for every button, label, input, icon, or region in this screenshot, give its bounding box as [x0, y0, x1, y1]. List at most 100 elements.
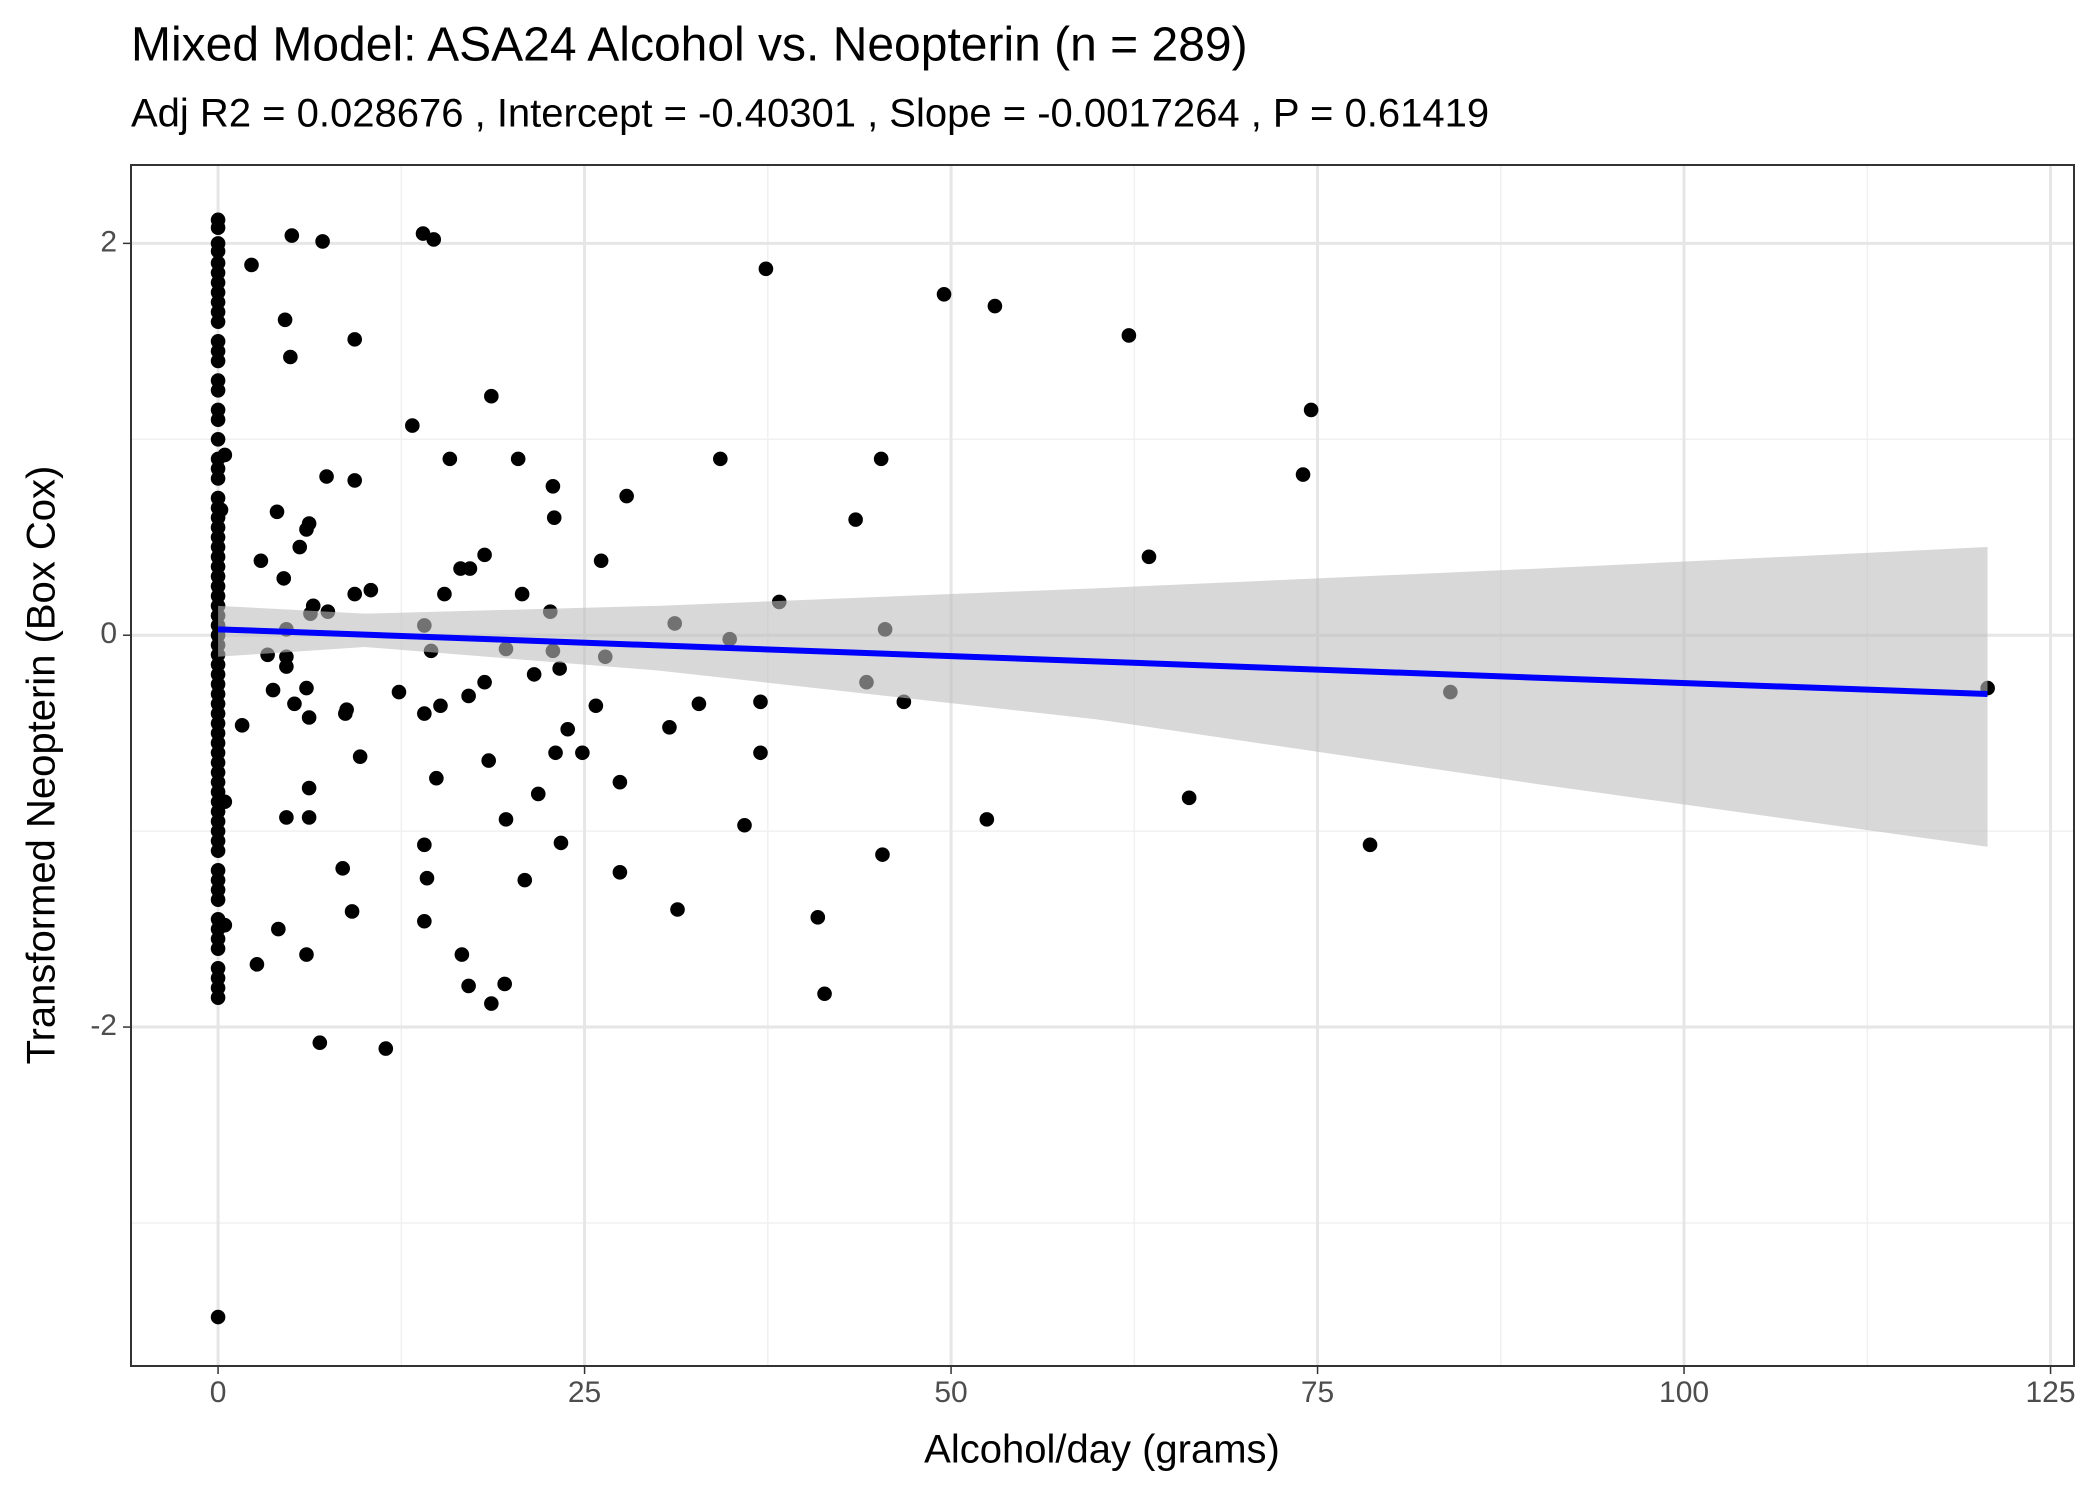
point: [426, 232, 442, 247]
point: [548, 745, 563, 761]
point: [545, 479, 561, 494]
point: [481, 753, 496, 768]
point: [1121, 328, 1137, 343]
point: [335, 861, 350, 876]
point: [936, 287, 952, 302]
point: [213, 502, 229, 518]
point: [210, 892, 226, 908]
point: [526, 667, 542, 682]
x-tick-label: 125: [2026, 1376, 2076, 1409]
x-tick-label: 75: [1301, 1376, 1334, 1409]
point: [347, 586, 363, 602]
point: [312, 1035, 328, 1051]
point: [301, 710, 317, 725]
point: [347, 473, 363, 488]
chart-title: Mixed Model: ASA24 Alcohol vs. Neopterin…: [131, 19, 1248, 72]
point: [301, 810, 317, 825]
point: [484, 996, 499, 1011]
point: [454, 947, 470, 962]
point: [442, 451, 458, 467]
point: [433, 698, 448, 714]
point: [391, 684, 407, 700]
point: [575, 745, 590, 761]
y-tick-label: 2: [100, 225, 117, 258]
point: [279, 810, 294, 825]
point: [299, 680, 314, 696]
point: [612, 864, 628, 880]
point: [848, 512, 863, 527]
point: [210, 412, 226, 427]
point: [419, 870, 435, 886]
point: [437, 586, 452, 602]
point: [210, 1309, 226, 1325]
point: [405, 418, 420, 433]
point: [1295, 467, 1311, 482]
point: [530, 786, 546, 802]
point: [546, 510, 562, 525]
point: [292, 539, 308, 555]
point: [217, 447, 233, 463]
chart-subtitle: Adj R2 = 0.028676 , Intercept = -0.40301…: [131, 92, 1489, 136]
point: [319, 469, 334, 484]
point: [462, 561, 478, 576]
x-tick-label: 25: [568, 1376, 601, 1409]
point: [315, 234, 330, 249]
point: [514, 586, 530, 602]
fit-line: [217, 626, 1988, 697]
x-tick-label: 50: [934, 1376, 967, 1409]
point: [210, 314, 226, 330]
point: [817, 986, 832, 1002]
panel-border: [130, 164, 2075, 1367]
point: [352, 749, 368, 764]
point: [301, 780, 317, 796]
point: [347, 332, 363, 347]
point: [497, 976, 512, 992]
point: [210, 471, 226, 486]
point: [210, 243, 226, 259]
point: [287, 696, 302, 712]
point: [553, 835, 569, 851]
point: [210, 431, 226, 447]
point: [1362, 837, 1378, 853]
point: [517, 872, 533, 888]
point: [429, 770, 444, 786]
point: [753, 694, 768, 710]
point: [691, 696, 707, 712]
point: [210, 220, 226, 235]
point: [234, 718, 250, 733]
point: [363, 582, 379, 598]
x-tick-label: 0: [210, 1376, 227, 1409]
point: [477, 674, 492, 690]
point: [417, 706, 432, 721]
point: [217, 794, 233, 810]
point: [1181, 790, 1197, 806]
x-axis-title: Alcohol/day (grams): [924, 1428, 1280, 1472]
point: [498, 812, 514, 827]
point: [1141, 549, 1157, 565]
point: [210, 353, 226, 369]
point: [662, 719, 677, 735]
point: [277, 312, 293, 328]
point: [461, 688, 476, 704]
point: [560, 721, 576, 737]
point: [753, 745, 768, 761]
point: [271, 921, 286, 937]
point: [417, 837, 432, 853]
point: [417, 913, 432, 929]
point: [713, 451, 728, 467]
point: [415, 226, 431, 241]
point: [210, 990, 226, 1005]
point: [873, 451, 889, 467]
point: [979, 812, 995, 827]
confidence-band: [218, 547, 1988, 847]
point: [305, 598, 321, 614]
point: [344, 904, 360, 919]
point: [210, 383, 226, 398]
point: [249, 957, 265, 972]
point: [299, 947, 314, 962]
point: [670, 902, 685, 917]
point: [552, 661, 567, 676]
point: [810, 910, 826, 925]
point: [619, 488, 634, 504]
